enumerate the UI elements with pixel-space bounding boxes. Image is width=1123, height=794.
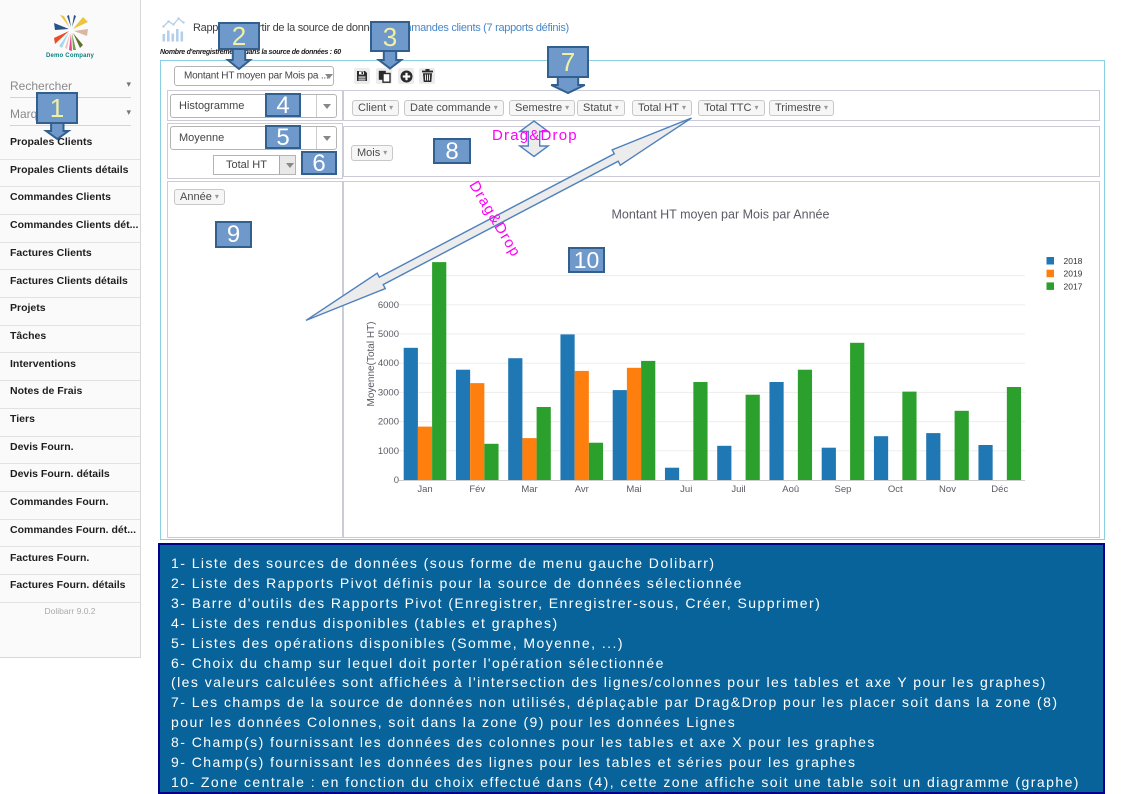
svg-text:Juil: Juil [731, 484, 745, 495]
svg-text:Jui: Jui [680, 484, 692, 495]
svg-text:Oct: Oct [888, 484, 903, 495]
svg-text:2000: 2000 [378, 417, 399, 428]
svg-text:0: 0 [394, 475, 399, 486]
svg-text:Montant HT moyen par Mois par: Montant HT moyen par Mois par Année [612, 208, 830, 222]
svg-text:Mar: Mar [521, 484, 537, 495]
svg-text:Aoû: Aoû [782, 484, 799, 495]
svg-text:Déc: Déc [991, 484, 1008, 495]
svg-text:Sep: Sep [835, 484, 852, 495]
svg-text:Avr: Avr [575, 484, 589, 495]
svg-text:5000: 5000 [378, 329, 399, 340]
svg-text:Fév: Fév [469, 484, 485, 495]
svg-text:3000: 3000 [378, 387, 399, 398]
svg-text:Mai: Mai [626, 484, 641, 495]
svg-text:2017: 2017 [1064, 281, 1083, 291]
svg-text:6000: 6000 [378, 300, 399, 311]
svg-text:2018: 2018 [1064, 256, 1083, 266]
svg-text:Jan: Jan [417, 484, 432, 495]
svg-text:Moyenne(Total HT): Moyenne(Total HT) [366, 321, 377, 406]
svg-text:1000: 1000 [378, 446, 399, 457]
svg-text:Nov: Nov [939, 484, 956, 495]
svg-text:2019: 2019 [1064, 269, 1083, 279]
svg-text:4000: 4000 [378, 358, 399, 369]
